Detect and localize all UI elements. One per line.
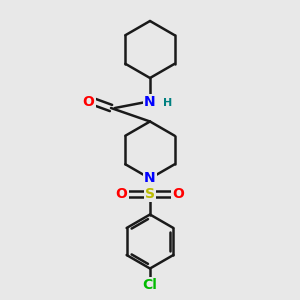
Text: H: H — [164, 98, 172, 109]
Text: N: N — [144, 172, 156, 185]
Text: O: O — [82, 95, 94, 109]
Text: O: O — [116, 187, 128, 200]
Text: S: S — [145, 187, 155, 200]
Text: O: O — [172, 187, 184, 200]
Text: Cl: Cl — [142, 278, 158, 292]
Text: N: N — [144, 95, 156, 109]
